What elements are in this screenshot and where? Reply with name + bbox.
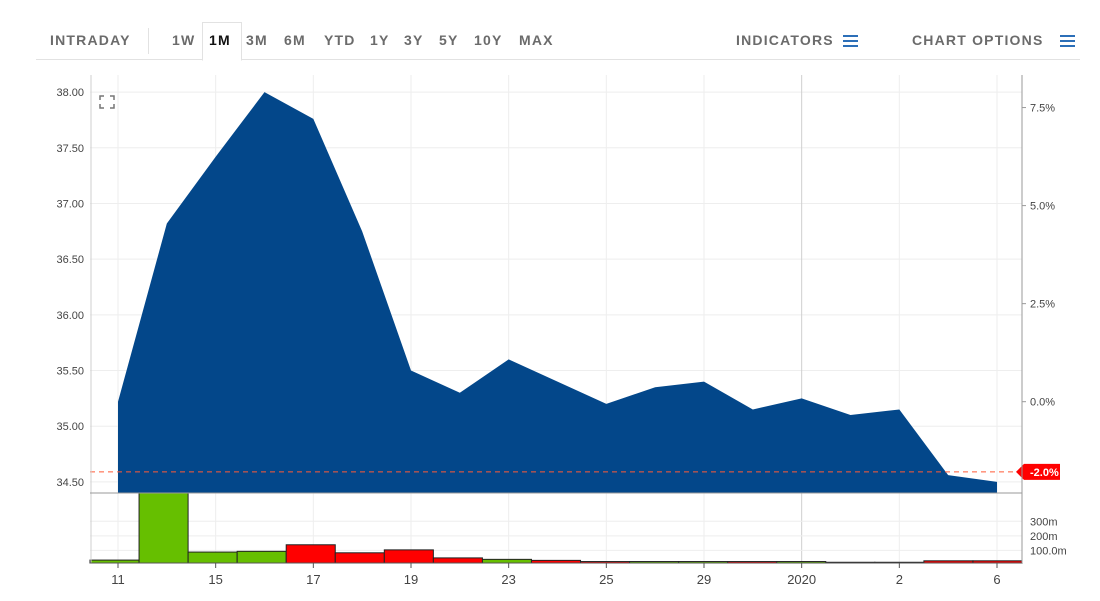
price-tick-label: 37.50: [56, 143, 84, 155]
price-tick-label: 36.50: [56, 254, 84, 266]
volume-tick-label: 300m: [1030, 516, 1058, 528]
date-tick-label: 15: [208, 572, 222, 587]
last-percent-label: -2.0%: [1030, 467, 1059, 479]
volume-bar: [334, 552, 385, 564]
date-tick-label: 19: [404, 572, 418, 587]
indicators-menu-icon[interactable]: [843, 35, 858, 47]
percent-tick-label: 0.0%: [1030, 397, 1055, 409]
range-tab-max[interactable]: MAX: [519, 32, 554, 48]
date-tick-label: 25: [599, 572, 613, 587]
chart-toolbar: INTRADAY 1W 1M 3M 6M YTD 1Y 3Y 5Y 10Y MA…: [36, 22, 1080, 61]
range-tab-3m[interactable]: 3M: [246, 32, 268, 48]
axis-labels: 34.50 35.00 35.50 36.00 36.50 37.00 37.50 38.00…: [56, 87, 1066, 587]
date-tick-label: 29: [697, 572, 711, 587]
volume-tick-label: 200m: [1030, 531, 1058, 543]
toolbar-separator: [148, 28, 149, 54]
expand-corners-icon[interactable]: [99, 95, 115, 109]
range-tab-5y[interactable]: 5Y: [439, 32, 459, 48]
volume-bar: [432, 557, 483, 564]
chart-options-button[interactable]: CHART OPTIONS: [912, 32, 1044, 48]
date-tick-label: 2020: [787, 572, 816, 587]
volume-bar: [383, 549, 434, 564]
volume-bars: [89, 492, 1023, 564]
range-tab-10y[interactable]: 10Y: [474, 32, 503, 48]
volume-tick-label: 100.0m: [1030, 545, 1067, 557]
price-area: [118, 92, 997, 493]
volume-bar: [285, 544, 336, 564]
active-range-highlight: [202, 22, 242, 61]
price-tick-label: 37.00: [56, 198, 84, 210]
volume-bar: [236, 550, 287, 564]
date-tick-label: 17: [306, 572, 320, 587]
price-tick-label: 38.00: [56, 87, 84, 99]
range-tab-3y[interactable]: 3Y: [404, 32, 424, 48]
range-tab-ytd[interactable]: YTD: [324, 32, 356, 48]
range-tab-1w[interactable]: 1W: [172, 32, 196, 48]
volume-bar: [187, 551, 238, 564]
percent-tick-label: 2.5%: [1030, 299, 1055, 311]
indicators-button[interactable]: INDICATORS: [736, 32, 834, 48]
date-tick-label: 6: [993, 572, 1000, 587]
chart-options-menu-icon[interactable]: [1060, 35, 1075, 47]
chart-axes: [90, 75, 1060, 568]
price-tick-label: 34.50: [56, 477, 84, 489]
price-tick-label: 35.50: [56, 366, 84, 378]
price-tick-label: 35.00: [56, 421, 84, 433]
range-tab-1y[interactable]: 1Y: [370, 32, 390, 48]
percent-tick-label: 7.5%: [1030, 103, 1055, 115]
range-tab-6m[interactable]: 6M: [284, 32, 306, 48]
date-tick-label: 23: [501, 572, 515, 587]
date-tick-label: 2: [896, 572, 903, 587]
percent-tick-label: 5.0%: [1030, 201, 1055, 213]
volume-bar: [138, 492, 189, 564]
range-tab-intraday[interactable]: INTRADAY: [50, 32, 131, 48]
range-tab-1m[interactable]: 1M: [209, 32, 231, 48]
price-tick-label: 36.00: [56, 310, 84, 322]
volume-grid: [90, 520, 1022, 551]
volume-bar: [481, 558, 532, 564]
last-price-badge: [1016, 463, 1060, 480]
date-tick-label: 11: [111, 572, 125, 587]
